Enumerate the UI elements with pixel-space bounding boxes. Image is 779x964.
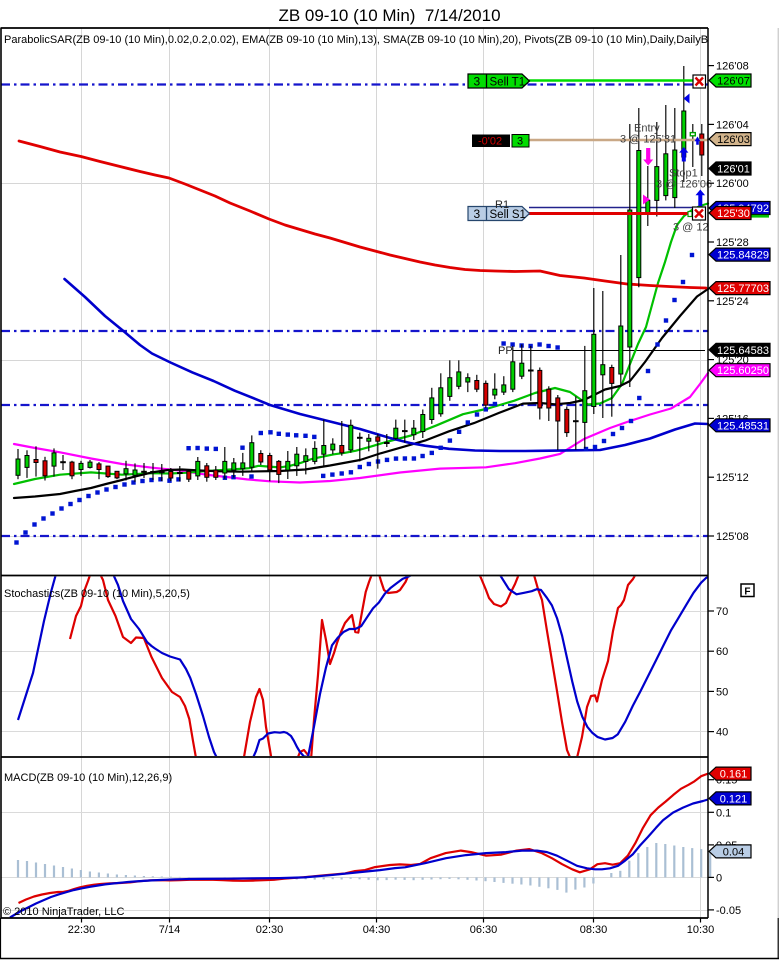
svg-text:02:30: 02:30 (256, 924, 284, 936)
svg-text:0.04: 0.04 (723, 846, 744, 858)
svg-text:3: 3 (474, 207, 481, 221)
svg-text:ZB 09-10 (10 Min) 7/14/2010: ZB 09-10 (10 Min) 7/14/2010 (278, 6, 500, 25)
svg-text:© 2010 NinjaTrader, LLC: © 2010 NinjaTrader, LLC (3, 906, 124, 918)
svg-text:126'00: 126'00 (716, 178, 749, 190)
svg-text:70: 70 (716, 606, 728, 618)
svg-text:-0'02: -0'02 (478, 136, 502, 148)
svg-text:-0.05: -0.05 (716, 905, 741, 917)
svg-text:Sell T1: Sell T1 (490, 77, 526, 89)
svg-text:125.60250: 125.60250 (717, 365, 769, 377)
svg-text:0.121: 0.121 (720, 793, 748, 805)
svg-text:0.161: 0.161 (720, 769, 748, 781)
svg-text:08:30: 08:30 (580, 924, 608, 936)
svg-text:3: 3 (474, 75, 481, 89)
svg-text:06:30: 06:30 (470, 924, 498, 936)
svg-text:126'03: 126'03 (717, 134, 750, 146)
svg-text:ParabolicSAR(ZB 09-10 (10 Min): ParabolicSAR(ZB 09-10 (10 Min),0.02,0.2,… (4, 34, 708, 46)
svg-text:125.64583: 125.64583 (717, 345, 769, 357)
svg-text:126'07: 126'07 (717, 76, 750, 88)
svg-text:7/14: 7/14 (159, 924, 180, 936)
svg-text:126'04: 126'04 (716, 119, 749, 131)
svg-text:Entry: Entry (634, 123, 660, 135)
svg-text:125'28: 125'28 (716, 237, 749, 249)
svg-text:22:30: 22:30 (68, 924, 96, 936)
svg-text:126'08: 126'08 (716, 61, 749, 73)
svg-text:R1: R1 (495, 199, 509, 211)
svg-text:Stochastics(ZB 09-10 (10 Min),: Stochastics(ZB 09-10 (10 Min),5,20,5) (4, 588, 190, 600)
svg-text:125.84829: 125.84829 (717, 250, 769, 262)
svg-text:60: 60 (716, 646, 728, 658)
svg-text:50: 50 (716, 686, 728, 698)
svg-text:0.1: 0.1 (716, 807, 731, 819)
svg-text:0: 0 (716, 872, 722, 884)
svg-text:125'24: 125'24 (716, 296, 749, 308)
svg-text:Sell S1: Sell S1 (490, 209, 526, 221)
svg-text:F: F (744, 586, 750, 597)
svg-text:125'12: 125'12 (716, 472, 749, 484)
svg-text:125'08: 125'08 (716, 531, 749, 543)
svg-text:125.48531: 125.48531 (717, 420, 769, 432)
svg-text:10:30: 10:30 (687, 924, 715, 936)
svg-text:3 @ 125'31: 3 @ 125'31 (620, 134, 676, 146)
svg-text:04:30: 04:30 (363, 924, 391, 936)
svg-text:3: 3 (517, 136, 523, 148)
svg-text:126'01: 126'01 (717, 164, 750, 176)
svg-text:3 @ 126'06: 3 @ 126'06 (656, 179, 712, 191)
svg-text:3 @ 12: 3 @ 12 (673, 222, 709, 234)
svg-text:Stop1: Stop1 (669, 168, 698, 180)
svg-text:125.77703: 125.77703 (717, 283, 769, 295)
svg-text:125'30: 125'30 (717, 208, 750, 220)
svg-text:40: 40 (716, 727, 728, 739)
svg-text:MACD(ZB 09-10 (10 Min),12,26,9: MACD(ZB 09-10 (10 Min),12,26,9) (4, 772, 172, 784)
svg-text:PP: PP (498, 345, 513, 357)
